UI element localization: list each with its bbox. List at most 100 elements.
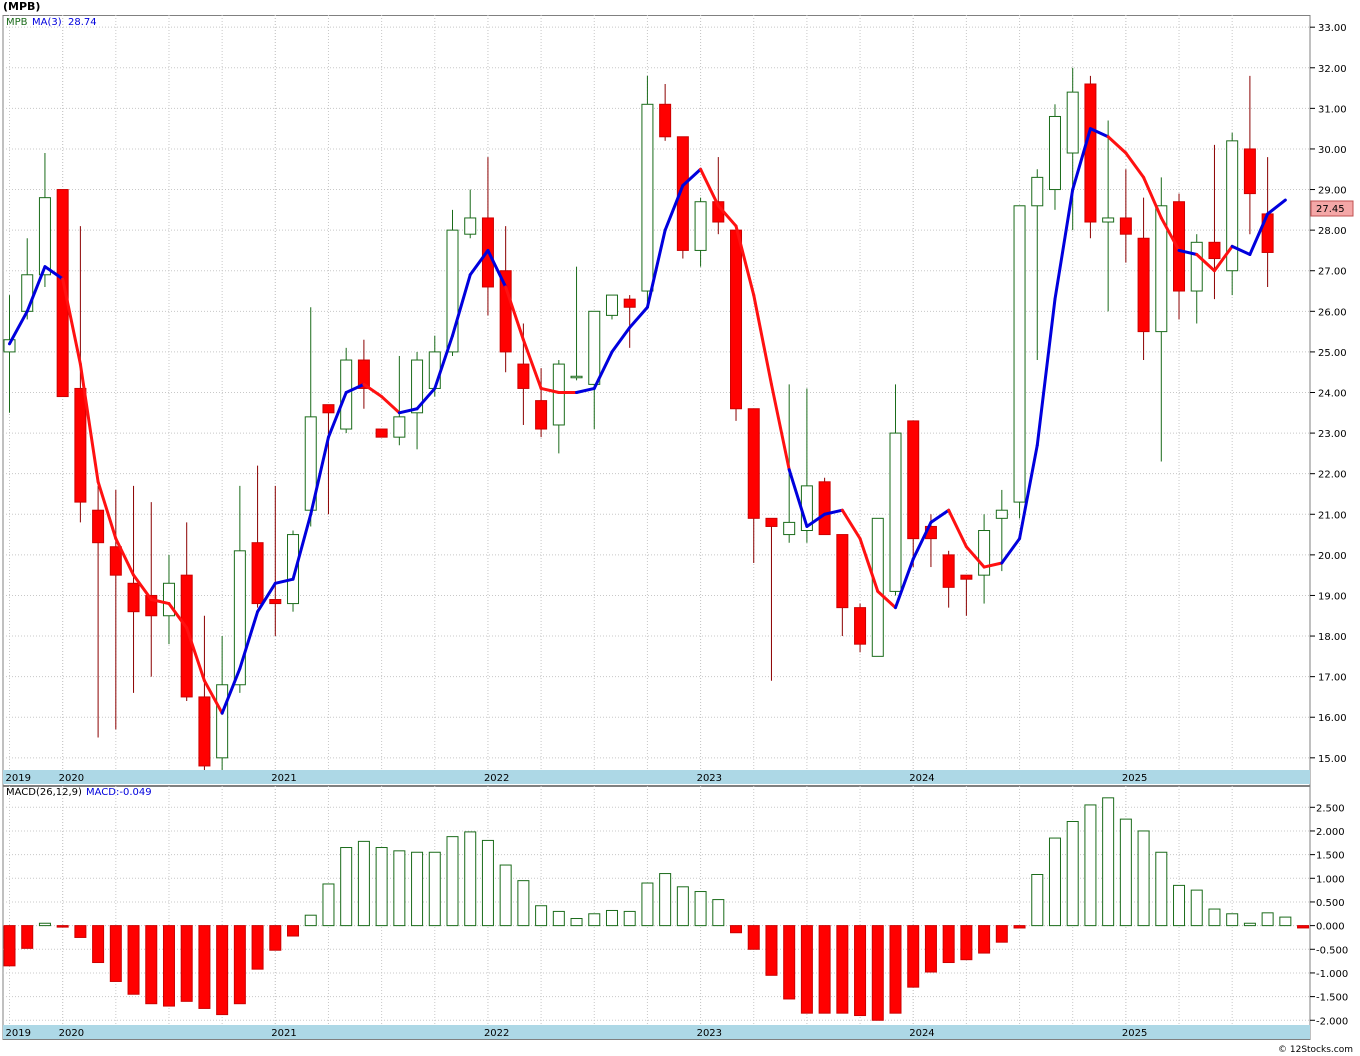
macd-bar: [765, 925, 778, 976]
ma-segment: [167, 602, 189, 630]
price-y-tick-label: 23.00: [1318, 429, 1347, 440]
ma-segment: [894, 557, 915, 610]
candle-body: [357, 359, 370, 389]
candle-body: [1226, 140, 1239, 272]
macd-histogram: [3, 797, 1310, 1021]
ma-segment: [645, 228, 667, 309]
price-panel-frame: [2, 15, 1311, 786]
macd-bar: [92, 925, 105, 964]
macd-bar: [1297, 925, 1310, 929]
candle-body: [1155, 205, 1168, 333]
candle-body: [854, 607, 867, 645]
price-y-tick-label: 17.00: [1318, 673, 1347, 684]
price-y-tick-label: 16.00: [1318, 713, 1347, 724]
ma-segment: [823, 508, 844, 516]
macd-bar: [145, 925, 158, 1005]
price-series-label: MPB: [6, 17, 28, 28]
candle-body: [995, 509, 1008, 519]
candle-body: [730, 229, 743, 410]
candle-body: [765, 517, 778, 527]
macd-bar: [730, 925, 743, 934]
ma-segment: [1053, 188, 1075, 301]
price-x-year-label: 2022: [484, 773, 509, 784]
macd-bar: [287, 925, 300, 937]
candle-body: [127, 582, 140, 613]
ma-segment: [433, 334, 454, 390]
ma-segment: [1124, 151, 1146, 179]
macd-bar: [162, 925, 175, 1007]
candle-body: [21, 274, 34, 312]
candle-body: [1243, 148, 1256, 195]
price-y-tick-label: 24.00: [1318, 389, 1347, 400]
candle-body: [588, 310, 601, 385]
ma-segment: [663, 183, 685, 232]
ma-segment: [291, 512, 313, 581]
price-y-tick-label: 26.00: [1318, 307, 1347, 318]
ma-segment: [592, 350, 614, 390]
macd-bar: [1031, 874, 1044, 927]
ma-segment: [114, 537, 136, 577]
macd-bar: [180, 925, 193, 1002]
price-y-tick-label: 21.00: [1318, 510, 1347, 521]
candle-body: [1084, 83, 1097, 223]
macd-y-tick-label: -2.000: [1316, 1016, 1348, 1027]
macd-bar: [942, 925, 955, 964]
candle-body: [1013, 205, 1026, 503]
macd-bar: [1013, 925, 1026, 929]
ma-segment: [752, 293, 773, 386]
price-x-year-label: 2020: [59, 773, 84, 784]
candle-body: [446, 229, 459, 353]
macd-bar: [1190, 889, 1203, 927]
candle-body: [836, 534, 849, 609]
candle-body: [942, 554, 955, 588]
candle-body: [960, 574, 973, 580]
candle-body: [1102, 217, 1115, 223]
macd-bar: [38, 922, 51, 927]
macd-bar: [871, 925, 884, 1021]
price-x-year-label: 2019: [6, 773, 31, 784]
chart-title: (MPB): [3, 0, 40, 13]
ma-segment: [78, 362, 100, 484]
macd-bar: [818, 925, 831, 1014]
ma-segment: [858, 537, 880, 593]
macd-bar: [960, 925, 973, 961]
macd-bar: [836, 925, 849, 1014]
watermark: © 12Stocks.com: [1278, 1045, 1353, 1055]
macd-bar: [481, 839, 494, 927]
price-y-tick-label: 20.00: [1318, 551, 1347, 562]
ma-segment: [238, 610, 260, 671]
candle-body: [676, 136, 689, 251]
macd-bar: [3, 925, 16, 967]
candle-body: [1066, 91, 1079, 154]
ma-segment: [362, 382, 384, 399]
x-axis-year-labels: 2019 2019 2020 2020 2021 2021 2022 2022 2023 2023…: [6, 773, 1148, 1039]
macd-bar: [907, 925, 920, 988]
candle-body: [269, 599, 282, 605]
ma-segment: [1106, 135, 1128, 155]
candle-body: [56, 189, 69, 398]
candle-body: [570, 375, 583, 379]
price-y-tick-label: 27.00: [1318, 267, 1347, 278]
ma-segment: [1159, 216, 1181, 252]
ma-segment: [699, 167, 720, 208]
candle-body: [287, 534, 300, 605]
ma-segment: [929, 508, 951, 524]
price-y-tick-label: 19.00: [1318, 591, 1347, 602]
macd-bar: [747, 925, 760, 950]
macd-bar: [428, 851, 441, 927]
candle-body: [74, 387, 87, 503]
candle-body: [198, 696, 211, 767]
candle-body: [393, 416, 406, 438]
macd-x-year-label: 2021: [271, 1028, 296, 1039]
macd-x-year-label: 2022: [484, 1028, 509, 1039]
macd-bar: [552, 910, 565, 927]
macd-y-tick-label: 0.500: [1316, 898, 1345, 909]
ma-segment: [1071, 127, 1092, 192]
ma-segment: [876, 589, 897, 610]
macd-x-year-label: 2024: [909, 1028, 934, 1039]
macd-y-tick-label: 0.000: [1316, 922, 1345, 933]
ma-segment: [61, 277, 82, 366]
candle-body: [1173, 201, 1186, 292]
candle-body: [1119, 217, 1132, 235]
candle-body: [623, 298, 636, 308]
